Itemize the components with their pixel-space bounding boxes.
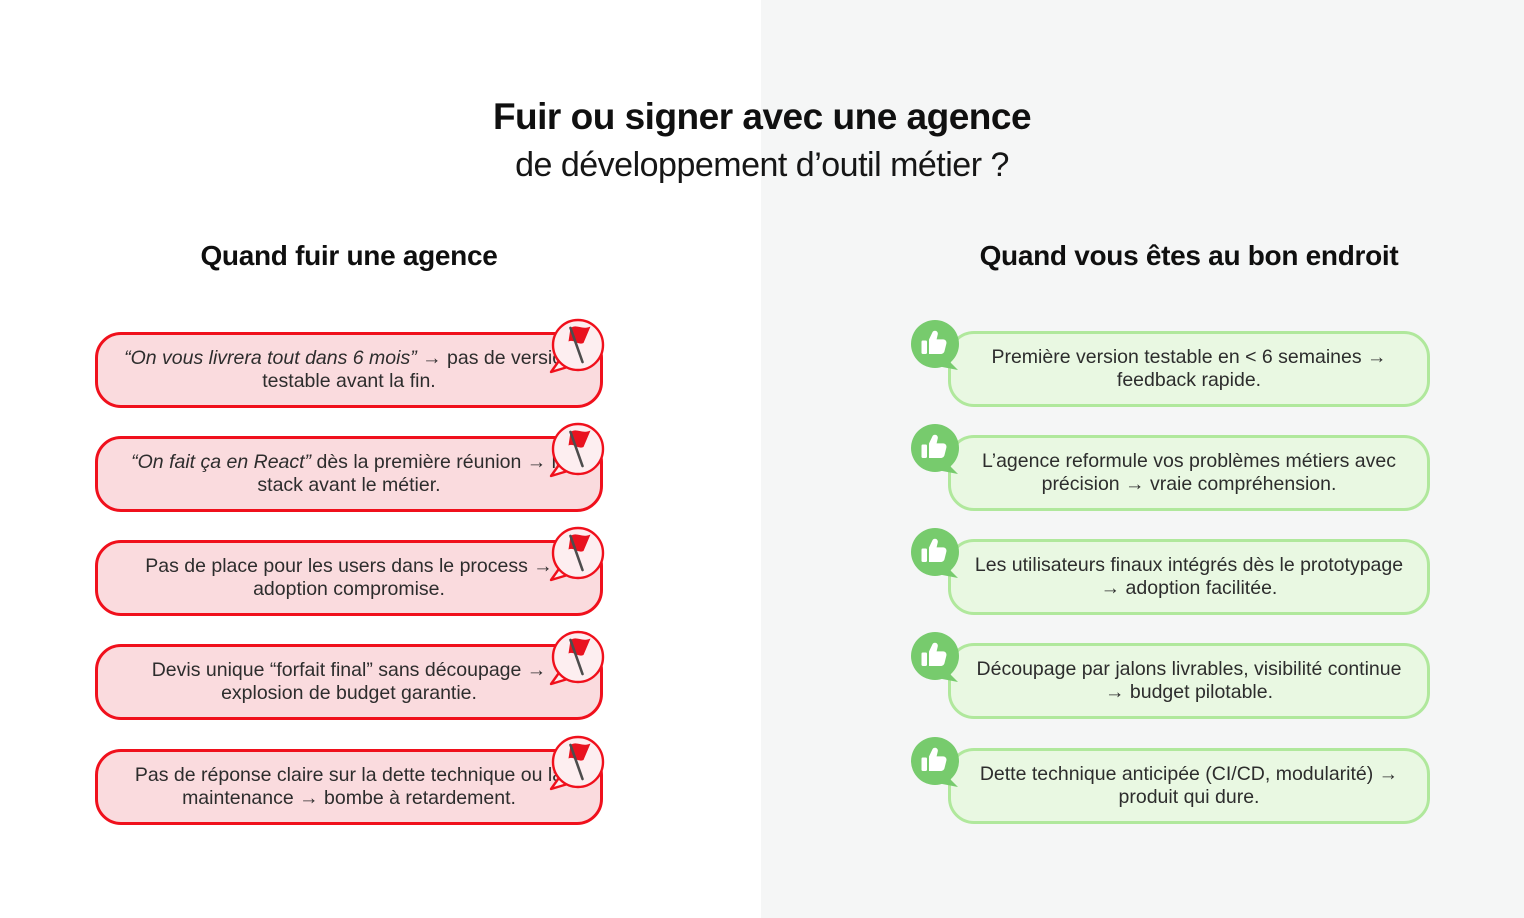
thumbs-up-icon xyxy=(911,737,959,787)
red-flag-item-text: Devis unique “forfait final” sans découp… xyxy=(151,658,547,705)
red-flag-badge xyxy=(549,630,605,686)
red-flag-icon xyxy=(549,735,605,791)
thumbs-up-badge xyxy=(909,527,964,582)
page-title-line2: de développement d’outil métier ? xyxy=(515,146,1009,184)
red-flag-badge xyxy=(549,735,605,791)
green-positive-item: Dette technique anticipée (CI/CD, modula… xyxy=(911,737,1430,824)
red-flag-icon xyxy=(549,318,605,374)
thumbs-up-badge xyxy=(909,631,964,686)
green-item-text: Dette technique anticipée (CI/CD, modula… xyxy=(979,762,1399,809)
red-flag-item: “On vous livrera tout dans 6 mois” → pas… xyxy=(95,318,605,408)
right-column-heading: Quand vous êtes au bon endroit xyxy=(979,240,1399,271)
thumbs-up-icon xyxy=(911,632,959,682)
red-flag-item-text: “On vous livrera tout dans 6 mois” → pas… xyxy=(124,346,574,393)
green-positive-item: Les utilisateurs finaux intégrés dès le … xyxy=(911,528,1430,615)
thumbs-up-badge xyxy=(909,736,964,791)
thumbs-up-badge xyxy=(909,423,964,478)
red-flag-item: Pas de place pour les users dans le proc… xyxy=(95,526,605,616)
red-flag-item-text: Pas de place pour les users dans le proc… xyxy=(145,554,553,601)
green-item-text: Découpage par jalons livrables, visibili… xyxy=(976,657,1402,704)
left-column-heading: Quand fuir une agence xyxy=(200,240,498,271)
red-flag-icon xyxy=(549,630,605,686)
green-positive-item: Première version testable en < 6 semaine… xyxy=(911,320,1430,407)
red-flag-item-text: “On fait ça en React” dès la première ré… xyxy=(131,450,567,497)
red-flag-badge xyxy=(549,318,605,374)
thumbs-up-icon xyxy=(911,528,959,578)
green-positive-item: L’agence reformule vos problèmes métiers… xyxy=(911,424,1430,511)
red-flag-icon xyxy=(549,422,605,478)
page-title-line1: Fuir ou signer avec une agence xyxy=(492,96,1032,137)
red-flag-icon xyxy=(549,526,605,582)
green-positive-item: Découpage par jalons livrables, visibili… xyxy=(911,632,1430,719)
thumbs-up-icon xyxy=(911,424,959,474)
green-item-text: Première version testable en < 6 semaine… xyxy=(991,345,1387,392)
red-flag-badge xyxy=(549,526,605,582)
red-flag-item: “On fait ça en React” dès la première ré… xyxy=(95,422,605,512)
red-flag-badge xyxy=(549,422,605,478)
red-flag-item: Devis unique “forfait final” sans découp… xyxy=(95,630,605,720)
thumbs-up-icon xyxy=(911,320,959,370)
red-flag-item: Pas de réponse claire sur la dette techn… xyxy=(95,735,605,825)
thumbs-up-badge xyxy=(909,319,964,374)
green-item-text: Les utilisateurs finaux intégrés dès le … xyxy=(974,553,1404,600)
red-flag-item-text: Pas de réponse claire sur la dette techn… xyxy=(134,763,564,810)
page-title: Fuir ou signer avec une agence de dévelo… xyxy=(0,95,1524,185)
green-item-text: L’agence reformule vos problèmes métiers… xyxy=(981,449,1397,496)
